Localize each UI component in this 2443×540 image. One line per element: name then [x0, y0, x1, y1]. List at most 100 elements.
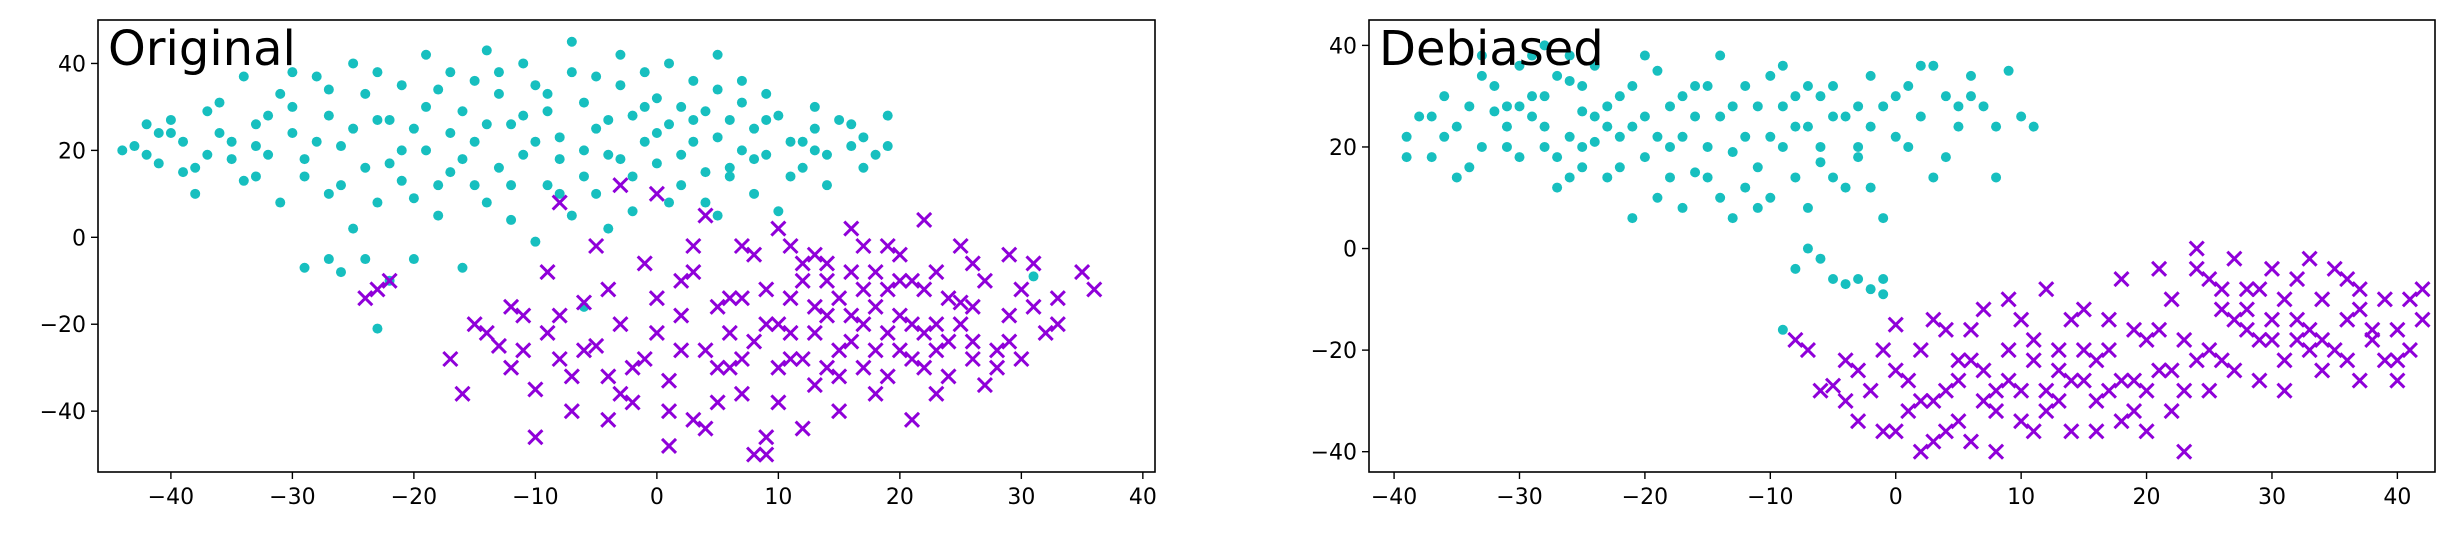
debiased-point — [1991, 172, 2002, 183]
debiased-point — [2326, 260, 2343, 277]
original-point — [551, 194, 568, 211]
debiased-point — [1987, 382, 2005, 399]
debiased-point — [1677, 91, 1688, 102]
original-point — [250, 141, 261, 152]
debiased-point — [2339, 311, 2356, 328]
original-point — [202, 106, 213, 117]
original-point — [190, 188, 201, 199]
original-point — [515, 342, 532, 359]
debiased-point — [2376, 291, 2393, 308]
debiased-point — [1715, 50, 1726, 61]
debiased-point — [1702, 172, 1713, 183]
debiased-point — [2376, 352, 2393, 369]
original-point — [806, 324, 823, 341]
original-point — [515, 307, 532, 324]
original-point — [964, 298, 981, 315]
original-point — [445, 167, 456, 178]
debiased-point — [1639, 111, 1650, 122]
original-point — [697, 420, 714, 437]
original-point — [542, 180, 553, 191]
debiased-point — [1987, 443, 2005, 460]
debiased-point — [1865, 70, 1876, 81]
debiased-point — [1702, 81, 1713, 92]
original-point — [664, 197, 675, 208]
original-point — [648, 290, 665, 307]
debiased-point — [1501, 101, 1512, 112]
debiased-point — [2088, 352, 2105, 369]
debiased-point — [2025, 331, 2042, 349]
original-point — [639, 67, 650, 78]
original-point — [843, 307, 860, 324]
original-point — [384, 158, 395, 169]
debiased-point — [1925, 433, 1942, 450]
original-point — [749, 188, 760, 199]
original-point — [360, 162, 371, 173]
original-x-tick-label: −30 — [269, 485, 315, 510]
original-point — [384, 114, 395, 125]
debiased-point — [2088, 392, 2105, 409]
original-point — [809, 145, 820, 156]
debiased-point — [2276, 382, 2293, 399]
original-point — [178, 136, 189, 147]
original-point — [712, 210, 723, 221]
original-point — [794, 272, 811, 289]
debiased-point — [1790, 91, 1801, 102]
debiased-point — [2201, 270, 2218, 288]
original-point — [770, 316, 787, 333]
original-point — [709, 298, 726, 315]
original-point — [445, 67, 456, 78]
debiased-point — [2314, 291, 2331, 308]
original-point — [554, 188, 565, 199]
original-point — [903, 350, 921, 368]
debiased-point — [2339, 270, 2356, 288]
debiased-point — [1589, 136, 1600, 147]
debiased-point — [1401, 152, 1412, 163]
debiased-point — [2113, 413, 2130, 430]
original-point — [746, 246, 763, 263]
debiased-point — [2025, 352, 2042, 369]
original-point — [578, 97, 589, 108]
original-point — [673, 342, 690, 359]
debiased-point — [2113, 270, 2130, 288]
debiased-point — [1878, 274, 1889, 285]
debiased-point — [2176, 382, 2193, 399]
original-point — [712, 132, 723, 143]
debiased-point — [1912, 443, 1929, 460]
debiased-point — [1975, 362, 1992, 379]
debiased-point — [1790, 172, 1801, 183]
original-point — [676, 101, 687, 112]
debiased-point — [1812, 382, 1829, 399]
original-point — [749, 123, 760, 134]
debiased-point — [1890, 91, 1901, 102]
debiased-point — [2251, 281, 2268, 298]
debiased-point — [1614, 131, 1625, 142]
debiased-point — [1940, 152, 1951, 163]
original-point — [408, 123, 419, 134]
original-point — [688, 75, 699, 86]
original-point — [928, 385, 945, 402]
debiased-point — [1765, 131, 1776, 142]
original-point — [685, 411, 702, 428]
original-point — [299, 171, 310, 182]
original-point — [879, 368, 896, 385]
original-point — [831, 342, 848, 359]
original-point — [879, 281, 896, 298]
debiased-point — [1539, 91, 1550, 102]
debiased-point — [2163, 402, 2180, 420]
original-point — [226, 136, 237, 147]
original-point — [575, 294, 593, 311]
original-point — [578, 145, 589, 156]
original-point — [749, 154, 760, 165]
original-point — [916, 211, 933, 228]
debiased-point — [1690, 111, 1701, 122]
debiased-point — [2201, 382, 2218, 399]
chart-original: −40 −30 −20 −10 0 10 20 30 40 −40 −20 0 20 40 Original — [40, 19, 1157, 510]
debiased-point — [1915, 111, 1926, 122]
debiased-point — [1853, 274, 1864, 285]
debiased-point — [1853, 141, 1864, 152]
debiased-point — [1878, 101, 1889, 112]
debiased-point — [2288, 331, 2306, 349]
original-point — [612, 177, 629, 194]
original-y-tick-label: 20 — [58, 139, 86, 164]
debiased-point — [2063, 311, 2080, 328]
